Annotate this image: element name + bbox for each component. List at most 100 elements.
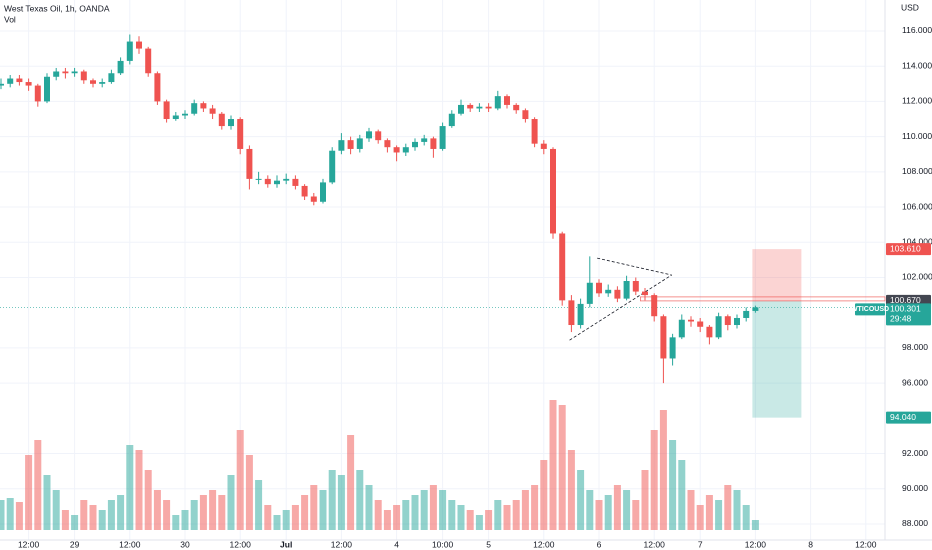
price-label-text: 103.610 xyxy=(890,243,921,253)
volume-bar xyxy=(144,470,152,530)
volume-bar xyxy=(696,505,704,530)
volume-bar xyxy=(6,498,14,530)
candle-body xyxy=(752,307,759,311)
candle-body xyxy=(660,316,667,359)
candle-body xyxy=(384,140,391,148)
candle-body xyxy=(596,282,602,294)
volume-bar xyxy=(724,485,732,530)
candle-body xyxy=(697,321,704,327)
candle-body xyxy=(126,41,133,61)
volume-bar xyxy=(715,500,723,530)
candle-body xyxy=(172,115,179,120)
x-tick-label: 10:00 xyxy=(432,539,454,549)
volume-bar xyxy=(586,490,594,530)
y-tick-label: 98.000 xyxy=(902,342,928,352)
volume-bar xyxy=(61,510,69,530)
volume-bar xyxy=(613,485,621,530)
candle-body xyxy=(623,281,630,299)
volume-bar xyxy=(531,485,539,530)
volume-bar xyxy=(678,460,686,530)
x-tick-label: 7 xyxy=(698,539,703,549)
candle-body xyxy=(430,138,437,149)
volume-bar xyxy=(411,495,419,530)
volume-bar xyxy=(365,485,373,530)
candle-body xyxy=(136,41,142,49)
candle-body xyxy=(356,138,363,149)
x-tick-label: 12:00 xyxy=(745,539,767,549)
candle-body xyxy=(228,119,234,127)
volume-bar xyxy=(485,510,493,530)
candle-body xyxy=(71,71,78,74)
volume-bar xyxy=(383,510,391,530)
candle-body xyxy=(163,101,170,120)
x-tick-label: 5 xyxy=(486,539,491,549)
volume-bar xyxy=(80,500,88,530)
volume-bar xyxy=(199,495,207,530)
candle-body xyxy=(688,319,694,322)
volume-bar xyxy=(245,455,253,530)
candle-body xyxy=(34,85,41,102)
candle-body xyxy=(412,141,418,148)
triangle-line xyxy=(569,274,672,341)
countdown: 29:48 xyxy=(890,314,912,324)
candle-body xyxy=(44,76,50,102)
candle-body xyxy=(522,110,529,120)
candle-body xyxy=(513,104,520,111)
candle-body xyxy=(182,113,188,116)
volume-bar xyxy=(328,470,336,530)
volume-bar xyxy=(71,515,79,530)
candle-body xyxy=(117,60,124,74)
candle-body xyxy=(246,148,253,179)
volume-bar xyxy=(733,490,741,530)
candle-body xyxy=(25,82,32,86)
target-zone xyxy=(752,300,802,418)
y-tick-label: 114.000 xyxy=(902,60,932,70)
candle-body xyxy=(62,71,69,74)
volume-bar xyxy=(512,500,520,530)
candle-body xyxy=(706,326,713,338)
volume-bar xyxy=(549,400,557,530)
volume-bar xyxy=(236,430,244,530)
volume-bar xyxy=(255,480,263,530)
volume-bar xyxy=(558,405,566,530)
x-tick-label: Jul xyxy=(280,539,292,549)
volume-bar xyxy=(218,495,226,530)
y-tick-label: 110.000 xyxy=(902,131,932,141)
volume-bar xyxy=(135,450,143,530)
candle-body xyxy=(540,143,547,149)
candle-body xyxy=(402,147,409,153)
candle-body xyxy=(0,83,4,86)
x-tick-label: 12:00 xyxy=(331,539,353,549)
candle-body xyxy=(467,104,474,109)
volume-bar xyxy=(264,505,272,530)
symbol-box xyxy=(855,303,885,316)
y-tick-label: 108.000 xyxy=(902,166,932,176)
x-tick-label: 4 xyxy=(394,539,399,549)
volume-bar xyxy=(632,500,640,530)
y-tick-label: 102.000 xyxy=(902,272,932,282)
candle-body xyxy=(651,295,658,317)
volume-bar xyxy=(420,490,428,530)
volume-bar xyxy=(402,500,410,530)
candle-body xyxy=(669,337,676,359)
volume-bar xyxy=(521,490,529,530)
candle-body xyxy=(292,178,299,186)
candle-body xyxy=(154,73,161,102)
candle-body xyxy=(237,119,244,149)
volume-bar xyxy=(540,460,548,530)
x-tick-label: 6 xyxy=(597,539,602,549)
candle-body xyxy=(715,316,722,338)
candle-body xyxy=(439,126,446,149)
x-tick-label: 12:00 xyxy=(119,539,141,549)
volume-bar xyxy=(172,515,180,530)
volume-bar xyxy=(687,490,695,530)
volume-bar xyxy=(190,500,198,530)
volume-bar xyxy=(15,502,23,530)
candle-body xyxy=(586,282,593,304)
candle-body xyxy=(7,78,14,84)
volume-bar xyxy=(503,505,511,530)
candle-body xyxy=(485,106,492,109)
volume-bar xyxy=(89,505,97,530)
volume-bar xyxy=(0,500,5,530)
volume-bar xyxy=(227,475,235,530)
